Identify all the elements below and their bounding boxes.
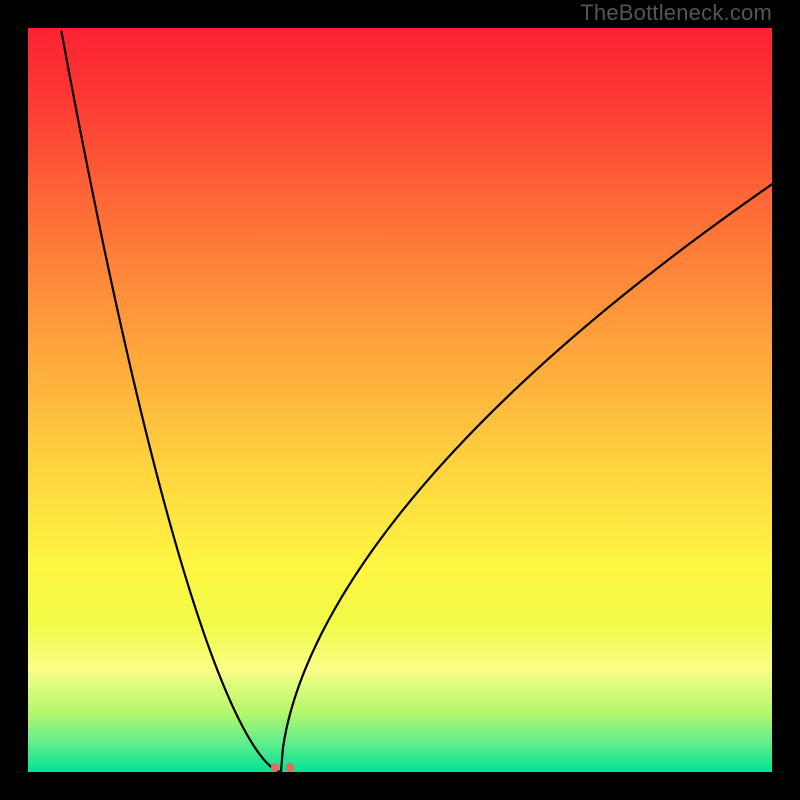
vertex-marker-1 <box>286 763 294 771</box>
chart-frame: TheBottleneck.com <box>0 0 800 800</box>
curve-path <box>61 32 772 772</box>
bottleneck-curve <box>28 28 772 772</box>
plot-area <box>28 28 772 772</box>
vertex-marker-0 <box>271 763 279 771</box>
watermark-text: TheBottleneck.com <box>580 0 772 26</box>
